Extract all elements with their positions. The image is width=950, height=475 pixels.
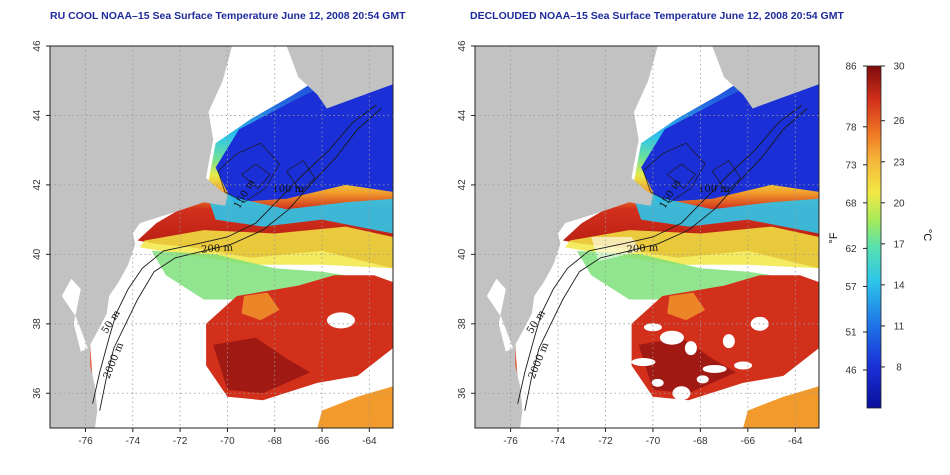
y-tick-label: 46 [32,40,43,52]
cloud-gap [659,330,684,345]
fahrenheit-tick-label: 57 [845,282,857,293]
cloud-gap [643,323,662,332]
nova-scotia-land [712,46,819,109]
land-mass [475,46,658,428]
cloud-gap [684,341,697,356]
fahrenheit-tick-label: 51 [845,328,857,339]
fahrenheit-unit-label: °F [828,232,840,243]
cyan-band [203,184,393,234]
x-tick-label: -70 [220,436,235,447]
y-tick-label: 40 [457,248,468,260]
nova-scotia-land [286,46,393,109]
x-tick-label: -66 [315,436,330,447]
fahrenheit-tick-label: 78 [845,122,857,133]
x-tick-label: -74 [126,436,141,447]
gulf-stream-core [213,337,311,394]
bathymetry-contour [711,160,742,193]
cloud-gap [696,375,709,384]
map-frame [49,45,394,429]
cloud-gap [722,334,735,349]
map-frame [474,45,820,429]
celsius-tick-label: 23 [893,157,905,168]
fahrenheit-tick-label: 62 [845,244,857,255]
cloud-gap [591,237,642,262]
colorbar: 30 26 23 20 17 14 11 8 86 78 73 68 62 57 51 46 °F °C [828,62,933,409]
y-tick-label: 42 [32,179,43,191]
celsius-tick-label: 11 [894,321,905,332]
colorbar-ramp [866,65,882,409]
celsius-tick-label: 17 [893,239,905,250]
x-tick-label: -76 [503,436,518,447]
bathymetry-contour [92,104,377,404]
fahrenheit-tick-label: 46 [845,366,857,377]
cloud-gap [734,361,753,370]
southeast-warm-patch [743,386,819,428]
contour-label: 100 m [272,184,304,195]
celsius-tick-label: 20 [893,198,905,209]
bathymetry-contour [99,108,382,411]
contour-label: 200 m [626,242,659,255]
y-tick-label: 38 [457,318,468,330]
x-tick-label: -72 [173,436,188,447]
celsius-tick-label: 8 [896,362,902,373]
bathymetry-contour [241,163,271,189]
bathymetry-contour [524,108,808,411]
y-tick-label: 36 [457,387,468,399]
x-tick-label: -76 [78,436,93,447]
y-tick-label: 44 [32,109,43,121]
x-tick-label: -66 [741,436,756,447]
fahrenheit-tick-label: 68 [845,198,857,209]
chesapeake-bay [61,278,88,352]
chesapeake-bay [486,278,513,352]
x-tick-label: -68 [267,436,282,447]
celsius-tick-label: 14 [893,280,905,291]
fahrenheit-tick-label: 73 [845,160,857,171]
y-tick-label: 36 [32,387,43,399]
shelf-break-front [139,226,393,269]
bathymetry-contour [517,104,803,404]
cloud-gap [651,378,664,387]
y-tick-label: 40 [32,248,43,260]
contour-label: 100 m [698,184,730,195]
x-tick-label: -64 [788,436,803,447]
y-tick-label: 44 [457,109,468,121]
x-tick-label: -72 [598,436,613,447]
x-tick-label: -68 [693,436,708,447]
x-tick-label: -70 [646,436,661,447]
right-panel-title: DECLOUDED NOAA–15 Sea Surface Temperatur… [470,10,844,22]
y-tick-label: 46 [457,40,468,52]
cyan-band [629,184,819,234]
cloud-gap [672,386,691,401]
bathymetry-contour [286,160,316,193]
y-tick-label: 42 [457,179,468,191]
left-panel-title: RU COOL NOAA–15 Sea Surface Temperature … [50,10,406,22]
bathymetry-contour [643,142,706,203]
x-tick-label: -64 [362,436,377,447]
bathymetry-contour [666,163,697,189]
warm-eddy [667,292,706,321]
gulf-stream-core [638,337,736,394]
contour-label: 200 m [201,242,234,255]
x-tick-label: -74 [551,436,566,447]
land-mass [50,46,233,428]
celsius-unit-label: °C [921,229,933,241]
celsius-tick-label: 30 [893,62,905,73]
bathymetry-contour [217,142,280,203]
fahrenheit-tick-label: 86 [845,62,857,73]
cloud-gap [326,312,355,329]
cloud-gap [631,358,656,367]
y-tick-label: 38 [32,318,43,330]
cloud-gap [702,364,727,373]
southeast-warm-patch [317,386,393,428]
celsius-tick-label: 26 [893,116,905,127]
warm-eddy [241,292,280,321]
